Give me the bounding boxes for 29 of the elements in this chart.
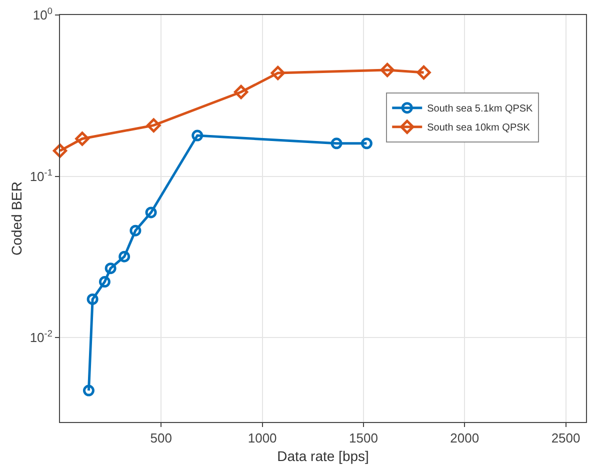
point (145, 206, 157, 218)
x-tick-label: 1000 (248, 430, 277, 446)
point (75, 132, 90, 146)
point (52, 144, 68, 158)
point (192, 130, 204, 142)
y-tick-label: 10$^{0}$ (32, 6, 52, 23)
y-axis-title: Coded BER (8, 182, 24, 256)
x-tick-label: 2500 (551, 430, 580, 446)
point (146, 118, 161, 132)
point (234, 84, 248, 100)
point (104, 262, 116, 274)
point (360, 138, 372, 150)
x-tick-label: 2000 (450, 430, 480, 446)
point (380, 62, 394, 78)
point (82, 384, 94, 396)
point (130, 224, 142, 236)
point (118, 250, 130, 262)
point (98, 276, 110, 288)
point (330, 138, 342, 150)
legend-label: South sea 10km QPSK (427, 122, 530, 134)
point (86, 293, 98, 305)
x-axis-title: Data rate [bps] (277, 448, 369, 464)
y-tick-label: 10$^{-2}$ (30, 328, 52, 346)
x-tick-label: 500 (150, 430, 172, 446)
legend-label: South sea 5.1km QPSK (427, 104, 534, 115)
point (270, 66, 285, 80)
point (416, 65, 431, 80)
x-tick-label: 1500 (349, 430, 378, 446)
y-tick-label: 10$^{-1}$ (30, 167, 52, 184)
